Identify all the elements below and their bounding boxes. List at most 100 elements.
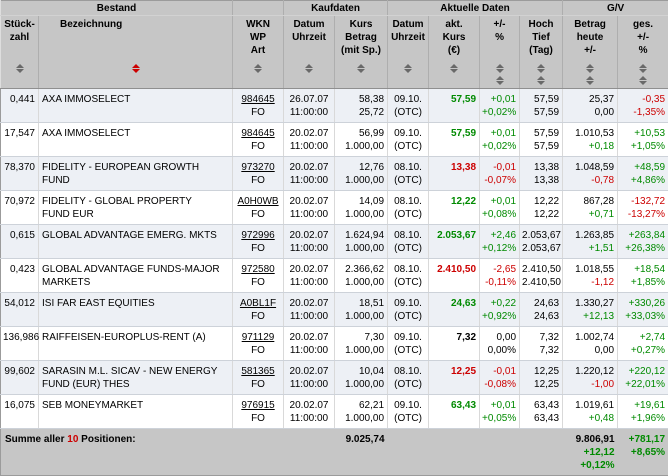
kauf-uhrzeit-value: 11:00:00 (286, 310, 332, 323)
wkn-link[interactable]: 972580 (241, 264, 274, 275)
akt-datum-cell: 08.10. (OTC) (388, 225, 429, 259)
stueckzahl-value: 16,075 (3, 399, 35, 412)
akt-kurs-cell: 13,38 (429, 157, 480, 191)
sort-akt-datum-icon[interactable] (404, 64, 412, 73)
sort-up-icon (357, 64, 365, 68)
hoch-tief-cell: 12,25 12,25 (520, 361, 563, 395)
fund-name: FIDELITY - GLOBAL PROPERTY FUND EUR (42, 196, 192, 220)
fund-name: ISI FAR EAST EQUITIES (42, 298, 155, 309)
sort-up-icon (254, 64, 262, 68)
sort-kauf-datum-icon[interactable] (305, 64, 313, 73)
akt-datum-cell: 09.10. (OTC) (388, 395, 429, 429)
kauf-kurs-value: 2.366,62 (337, 263, 384, 276)
sum-spacer (388, 429, 563, 476)
position-row: 54,012 ISI FAR EAST EQUITIES A0BL1F FO 2… (1, 293, 668, 327)
sort-diff-icon[interactable] (496, 64, 504, 73)
sort-betrag-icon[interactable] (586, 64, 594, 73)
diff-pct-value: -0,08% (482, 378, 516, 391)
handelsplatz-value: (OTC) (390, 140, 426, 153)
stueckzahl-cell: 99,602 (1, 361, 39, 395)
sort-down-icon (305, 69, 313, 73)
sort-down-icon (496, 81, 504, 85)
heute-diff-value: -1,00 (565, 378, 614, 391)
fund-name: FIDELITY - EUROPEAN GROWTH FUND (42, 162, 199, 186)
kauf-betrag-value: 1.000,00 (337, 174, 384, 187)
betrag-cell: 1.018,55 -1,12 (563, 259, 618, 293)
betrag-cell: 867,28 +0,71 (563, 191, 618, 225)
wkn-link[interactable]: 971129 (242, 332, 275, 343)
betrag-cell: 1.010,53 +0,18 (563, 123, 618, 157)
stueckzahl-cell: 0,423 (1, 259, 39, 293)
sort-kauf-kurs-icon[interactable] (357, 64, 365, 73)
sort-stueckzahl-icon[interactable] (16, 64, 24, 73)
sort-cell-diff (480, 58, 520, 89)
akt-datum-value: 09.10. (390, 127, 426, 140)
diff-cell: +2,46 +0,12% (480, 225, 520, 259)
wkn-link[interactable]: 581365 (241, 366, 274, 377)
sort-cell-stueckzahl (1, 58, 39, 89)
kauf-kurs-cell: 1.624,94 1.000,00 (335, 225, 388, 259)
wkn-cell: 984645 FO (233, 89, 284, 123)
position-row: 0,441 AXA IMMOSELECT 984645 FO 26.07.07 … (1, 89, 668, 123)
sort-gv-icon[interactable] (639, 64, 647, 73)
sort-tief-icon[interactable] (537, 76, 545, 85)
akt-kurs-cell: 57,59 (429, 123, 480, 157)
sort-bezeichnung-icon-active[interactable] (132, 64, 140, 73)
handelsplatz-value: (OTC) (390, 106, 426, 119)
akt-kurs-value: 2.053,67 (431, 229, 476, 242)
wkn-link[interactable]: 973270 (241, 162, 274, 173)
sort-down-icon (450, 69, 458, 73)
kauf-betrag-value: 1.000,00 (337, 378, 384, 391)
wkn-cell: 971129 FO (233, 327, 284, 361)
betrag-value: 1.018,55 (565, 263, 614, 276)
betrag-value: 867,28 (565, 195, 614, 208)
tief-value: 2.410,50 (522, 276, 559, 289)
sort-down-icon (639, 69, 647, 73)
akt-kurs-value: 7,32 (431, 331, 476, 344)
tief-value: 57,59 (522, 140, 559, 153)
sort-diff-pct-icon[interactable] (496, 76, 504, 85)
wkn-link[interactable]: 984645 (241, 128, 274, 139)
sort-heute-icon[interactable] (586, 76, 594, 85)
sort-up-icon (586, 64, 594, 68)
handelsplatz-value: (OTC) (390, 344, 426, 357)
sum-row: Summe aller 10 Positionen: 9.025,74 9.80… (1, 429, 668, 476)
sort-wkn-icon[interactable] (254, 64, 262, 73)
wkn-link[interactable]: A0BL1F (240, 298, 276, 309)
sort-cell-betrag (563, 58, 618, 89)
diff-pct-value: +0,08% (482, 208, 516, 221)
position-row: 99,602 SARASIN M.L. SICAV - NEW ENERGY F… (1, 361, 668, 395)
wp-art-value: FO (235, 412, 281, 425)
gv-cell: +2,74 +0,27% (618, 327, 668, 361)
hoch-tief-cell: 63,43 63,43 (520, 395, 563, 429)
wkn-link[interactable]: 972996 (241, 230, 274, 241)
kauf-betrag-value: 1.000,00 (337, 276, 384, 289)
sort-akt-kurs-icon[interactable] (450, 64, 458, 73)
position-row: 17,547 AXA IMMOSELECT 984645 FO 20.02.07… (1, 123, 668, 157)
gv-cell: -132,72 -13,27% (618, 191, 668, 225)
fund-name: SEB MONEYMARKET (42, 400, 143, 411)
sort-up-icon (132, 64, 140, 68)
col-header-kauf-kurs: Kurs Betrag (mit Sp.) (335, 16, 388, 59)
stueckzahl-cell: 0,615 (1, 225, 39, 259)
akt-kurs-value: 24,63 (431, 297, 476, 310)
akt-datum-value: 09.10. (390, 297, 426, 310)
sort-hoch-icon[interactable] (537, 64, 545, 73)
group-header-row: Bestand Kaufdaten Aktuelle Daten G/V (1, 1, 668, 16)
wkn-link[interactable]: 976915 (241, 400, 274, 411)
kauf-uhrzeit-value: 11:00:00 (286, 276, 332, 289)
wkn-link[interactable]: A0H0WB (237, 196, 278, 207)
akt-kurs-value: 13,38 (431, 161, 476, 174)
sum-kauf-betrag: 9.025,74 (338, 433, 385, 446)
stueckzahl-value: 54,012 (3, 297, 35, 310)
hoch-tief-cell: 13,38 13,38 (520, 157, 563, 191)
betrag-value: 1.220,12 (565, 365, 614, 378)
kauf-kurs-cell: 18,51 1.000,00 (335, 293, 388, 327)
positions-body: 0,441 AXA IMMOSELECT 984645 FO 26.07.07 … (1, 89, 668, 429)
wkn-link[interactable]: 984645 (241, 94, 274, 105)
akt-kurs-cell: 57,59 (429, 89, 480, 123)
sort-gv-pct-icon[interactable] (639, 76, 647, 85)
gv-abs-value: -132,72 (620, 195, 665, 208)
kauf-betrag-value: 1.000,00 (337, 310, 384, 323)
diff-cell: 0,00 0,00% (480, 327, 520, 361)
